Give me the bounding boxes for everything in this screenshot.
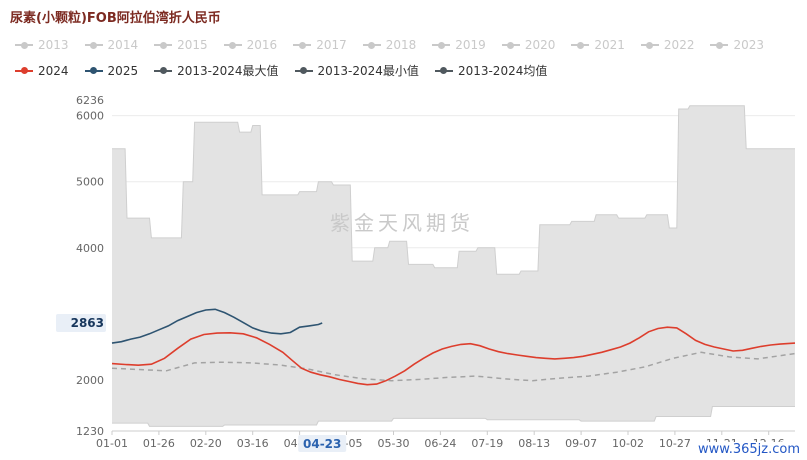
legend-label: 2022: [663, 38, 695, 52]
x-axis-label: 05-30: [378, 437, 410, 450]
legend-label: 2013-2024均值: [457, 64, 548, 78]
legend-line-dot-icon: [710, 41, 729, 49]
legend-line-dot-icon: [432, 41, 451, 49]
x-axis-label: 08-13: [518, 437, 550, 450]
legend-item-2021[interactable]: 2021: [571, 38, 625, 52]
legend-line-dot-icon: [293, 41, 312, 49]
x-axis-label: 10-02: [612, 437, 644, 450]
y-axis-label: 6236: [76, 94, 104, 107]
series-line-min: [112, 406, 795, 427]
legend-row-disabled-years: 2013 2014 2015 2016 2017 2018 2019 2020 2021 2022…: [15, 38, 764, 52]
legend-item-2013-2024最小值[interactable]: 2013-2024最小值: [294, 62, 419, 79]
x-axis-label: 01-01: [96, 437, 128, 450]
legend-line-dot-icon: [154, 67, 173, 74]
series-line-2025: [111, 308, 323, 344]
x-axis-label: 03-16: [237, 437, 269, 450]
x-axis-label: 02-20: [190, 437, 222, 450]
legend-line-dot-icon: [15, 67, 33, 74]
legend-label: 2013-2024最小值: [317, 64, 419, 78]
legend-label: 2013: [38, 38, 69, 52]
page-title: 尿素(小颗粒)FOB阿拉伯湾折人民币: [10, 11, 221, 26]
x-axis-pointer-badge: [298, 435, 347, 452]
legend-label: 2023: [733, 38, 765, 52]
watermark: 紫金天风期货: [330, 211, 474, 235]
legend-label: 2014: [107, 38, 139, 52]
x-axis-label: 09-07: [565, 437, 597, 450]
legend-label: 2015: [177, 38, 208, 52]
legend-label: 2013-2024最大值: [177, 64, 279, 78]
legend-label: 2020: [524, 38, 556, 52]
series-line-2024: [111, 326, 796, 386]
legend-item-2019[interactable]: 2019: [432, 38, 486, 52]
legend-item-2013[interactable]: 2013: [15, 38, 69, 52]
legend-label: 2025: [107, 63, 139, 78]
legend-line-dot-icon: [640, 41, 659, 49]
legend-line-dot-icon: [294, 67, 313, 74]
legend-line-dot-icon: [84, 67, 103, 74]
legend-line-dot-icon: [362, 41, 381, 49]
y-axis-label: 5000: [76, 176, 104, 189]
legend-label: 2016: [246, 38, 278, 52]
minmax-band: [112, 105, 795, 427]
series-line-max: [112, 105, 795, 275]
legend-item-2022[interactable]: 2022: [640, 38, 695, 52]
legend-item-2017[interactable]: 2017: [293, 38, 347, 52]
legend-item-2018[interactable]: 2018: [362, 38, 417, 52]
site-link[interactable]: www.365jz.com: [696, 442, 802, 457]
legend-item-2025[interactable]: 2025: [84, 63, 139, 78]
legend-label: 2021: [594, 38, 625, 52]
legend-line-dot-icon: [434, 67, 453, 74]
y-axis-label: 6000: [76, 110, 104, 123]
legend-row-active-series: 2024 2025 2013-2024最大值 2013-2024最小值 2013-202…: [15, 62, 547, 79]
legend-item-2013-2024最大值[interactable]: 2013-2024最大值: [154, 62, 279, 79]
y-axis-pointer-value: 2863: [71, 316, 104, 330]
y-axis-label: 4000: [76, 242, 104, 255]
legend-line-dot-icon: [571, 41, 590, 49]
legend-label: 2018: [385, 38, 417, 52]
legend-line-dot-icon: [84, 41, 103, 49]
legend-line-dot-icon: [15, 41, 33, 49]
x-axis-label: 06-24: [424, 437, 456, 450]
legend-label: 2019: [455, 38, 486, 52]
x-axis-label: 07-19: [471, 437, 503, 450]
series-line-mean: [111, 351, 796, 382]
legend-item-2024[interactable]: 2024: [15, 64, 69, 78]
legend-item-2013-2024均值[interactable]: 2013-2024均值: [434, 62, 548, 79]
legend-item-2014[interactable]: 2014: [84, 38, 139, 52]
legend-line-dot-icon: [154, 41, 173, 49]
legend-item-2020[interactable]: 2020: [501, 38, 556, 52]
legend-label: 2024: [38, 63, 69, 78]
y-axis-label: 1230: [76, 425, 104, 438]
x-axis-pointer-value: 04-23: [303, 437, 341, 451]
legend-line-dot-icon: [501, 41, 520, 49]
x-axis-label: 10-27: [659, 437, 691, 450]
legend-item-2023[interactable]: 2023: [710, 38, 764, 52]
x-axis-label: 01-26: [143, 437, 175, 450]
legend-item-2015[interactable]: 2015: [154, 38, 208, 52]
y-axis-pointer-badge: [56, 314, 106, 332]
legend-item-2016[interactable]: 2016: [223, 38, 278, 52]
legend-line-dot-icon: [223, 41, 242, 49]
y-axis-label: 2000: [76, 374, 104, 387]
legend-label: 2017: [316, 38, 347, 52]
